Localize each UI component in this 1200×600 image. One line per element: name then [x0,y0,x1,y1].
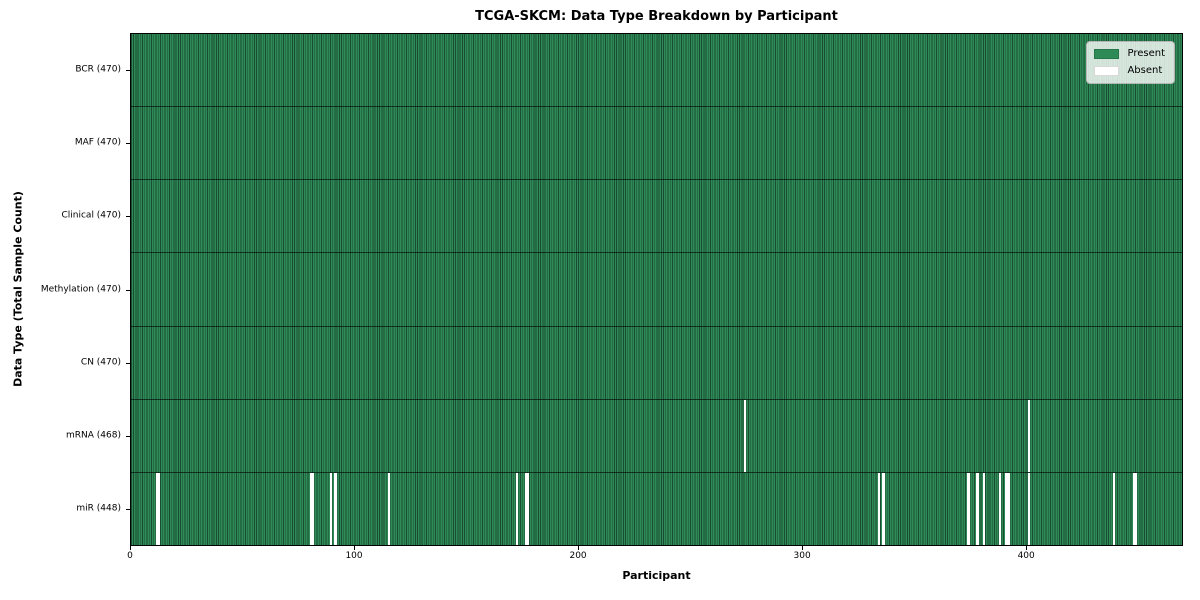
x-tick-mark [578,546,580,550]
absent-stripe [982,472,986,545]
x-tick-mark [1026,546,1028,550]
x-tick-mark [354,546,356,550]
x-axis-label: Participant [622,569,691,582]
absent-stripe [1027,472,1030,545]
legend-swatch-icon [1094,49,1120,59]
absent-stripe [309,472,313,545]
heatmap-row-mir [131,471,1182,545]
plot-area: Present Absent [130,33,1183,546]
y-tick-mark [126,216,130,218]
absent-stripe [1132,472,1136,545]
y-tick-mark [126,69,130,71]
absent-stripe [524,472,527,545]
legend: Present Absent [1086,41,1175,84]
absent-stripe [1135,472,1138,545]
legend-label: Present [1127,48,1165,59]
x-axis: 0 100 200 300 400 [127,546,1183,572]
y-tick-label: mRNA (468) [66,430,121,441]
absent-stripe [330,472,333,545]
absent-stripe [1112,472,1115,545]
heatmap-row-methylation [131,252,1182,325]
x-tick-mark [130,546,131,550]
absent-stripe [515,472,518,545]
legend-item-absent: Absent [1094,65,1165,77]
y-tick-label: miR (448) [76,503,121,514]
x-tick-label: 0 [127,551,133,561]
heatmap-row-clinical [131,179,1182,252]
y-tick-mark [126,142,130,144]
x-tick-label: 300 [793,551,811,561]
absent-stripe [743,399,746,472]
absent-stripe [998,472,1001,545]
legend-swatch-icon [1094,66,1120,76]
y-tick-mark [126,509,130,511]
absent-stripe [334,472,337,545]
chart-title: TCGA-SKCM: Data Type Breakdown by Partic… [475,9,838,24]
absent-stripe [967,472,970,545]
y-tick-label: BCR (470) [75,64,121,75]
absent-stripe [526,472,530,545]
y-tick-mark [126,362,130,364]
absent-stripe [1005,472,1008,545]
heatmap-row-bcr [131,34,1182,106]
heatmap-row-maf [131,106,1182,179]
y-tick-label: MAF (470) [74,137,121,148]
absent-stripe [976,472,979,545]
absent-stripe [882,472,885,545]
absent-stripe [1027,399,1030,472]
absent-stripe [155,472,158,545]
x-tick-mark [802,546,804,550]
absent-stripe [312,472,315,545]
legend-label: Absent [1127,65,1163,76]
y-tick-mark [126,289,130,291]
y-axis: BCR (470) MAF (470) Clinical (470) Methylat… [0,33,130,546]
y-tick-mark [126,436,130,438]
absent-stripe [877,472,881,545]
heatmap-row-mrna [131,398,1182,472]
y-tick-label: Clinical (470) [61,210,121,221]
x-tick-label: 400 [1017,551,1035,561]
legend-item-present: Present [1094,48,1165,60]
x-tick-label: 100 [345,551,363,561]
absent-stripe [157,472,161,545]
x-tick-label: 200 [569,551,587,561]
y-tick-label: Methylation (470) [40,284,121,294]
absent-stripe [1007,472,1010,545]
heatmap-row-cn [131,325,1182,399]
absent-stripe [388,472,391,545]
y-tick-label: CN (470) [80,357,121,368]
